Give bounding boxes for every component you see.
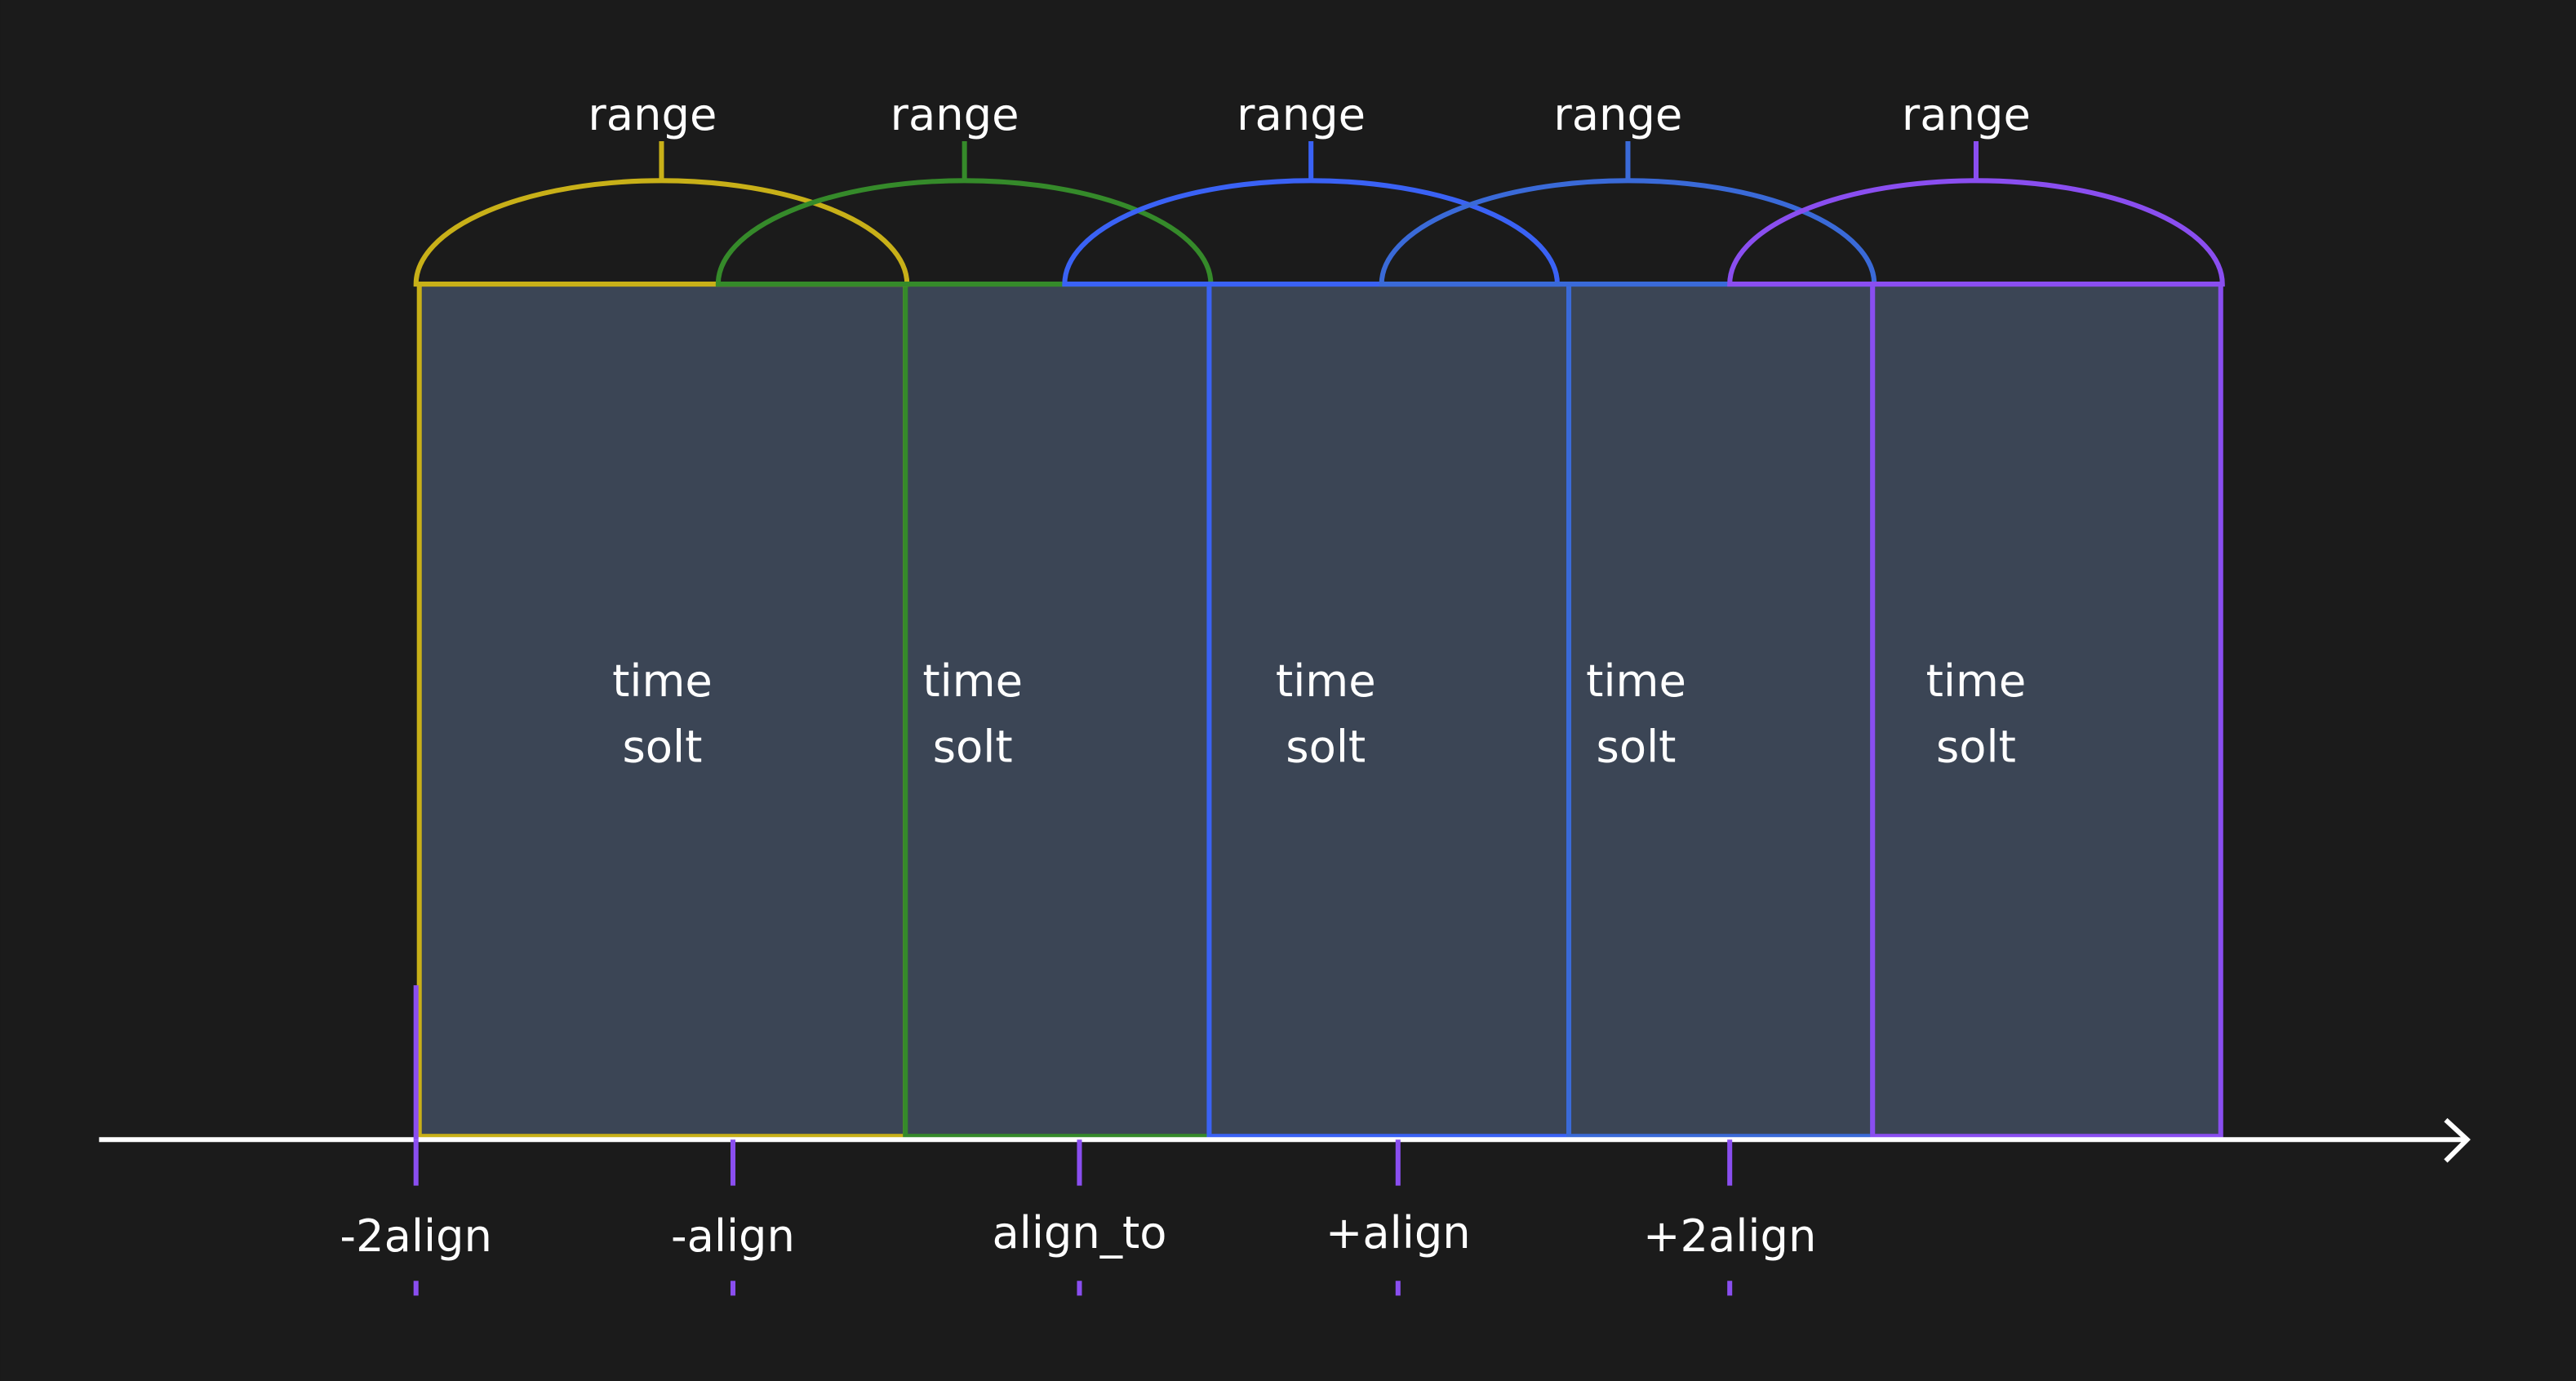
range-label: range xyxy=(1553,89,1682,140)
ticks xyxy=(413,1139,1733,1296)
slot-label-line1: time xyxy=(1586,655,1686,707)
slot-label-line1: time xyxy=(922,655,1023,707)
slot-label-line2: solt xyxy=(623,722,703,773)
tick-label: +2align xyxy=(1643,1210,1816,1262)
tick-label: -2align xyxy=(340,1210,492,1262)
ranges xyxy=(413,141,2225,287)
range-arc xyxy=(1727,178,2225,287)
time-slot xyxy=(903,282,1212,1139)
time-slot xyxy=(1206,282,1572,1139)
tick-label: +align xyxy=(1326,1207,1471,1259)
slot-label-line1: time xyxy=(1276,655,1376,707)
slots xyxy=(416,282,2223,1139)
slot-label-line1: time xyxy=(612,655,713,707)
range-label: range xyxy=(1902,89,2031,140)
time-slot xyxy=(1870,282,2223,1139)
slot-label-line1: time xyxy=(1926,655,2027,707)
tick-label: align_to xyxy=(992,1207,1166,1259)
slot-label-line2: solt xyxy=(1597,722,1677,773)
tick-label: -align xyxy=(671,1210,795,1262)
slot-label-line2: solt xyxy=(933,722,1013,773)
time-slot xyxy=(1566,282,1876,1139)
slot-label-line2: solt xyxy=(1936,722,2016,773)
slot-label-line2: solt xyxy=(1286,722,1366,773)
axis-arrow-icon xyxy=(2444,1117,2471,1163)
range-label: range xyxy=(588,89,717,140)
range-arc xyxy=(1062,178,1560,287)
time-slot xyxy=(416,282,908,1139)
range-label: range xyxy=(890,89,1019,140)
range-arc xyxy=(1379,178,1877,287)
range-label: range xyxy=(1237,89,1366,140)
range-arc xyxy=(413,178,910,287)
range-arc xyxy=(715,178,1214,287)
